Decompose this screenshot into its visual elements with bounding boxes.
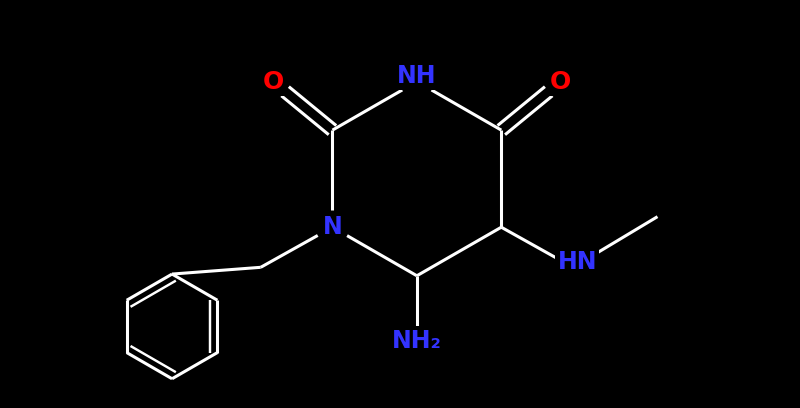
- Text: O: O: [550, 70, 571, 93]
- Text: HN: HN: [558, 250, 597, 274]
- Text: NH₂: NH₂: [392, 329, 442, 353]
- Text: N: N: [322, 215, 342, 239]
- Text: O: O: [262, 70, 284, 93]
- Text: NH: NH: [397, 64, 437, 88]
